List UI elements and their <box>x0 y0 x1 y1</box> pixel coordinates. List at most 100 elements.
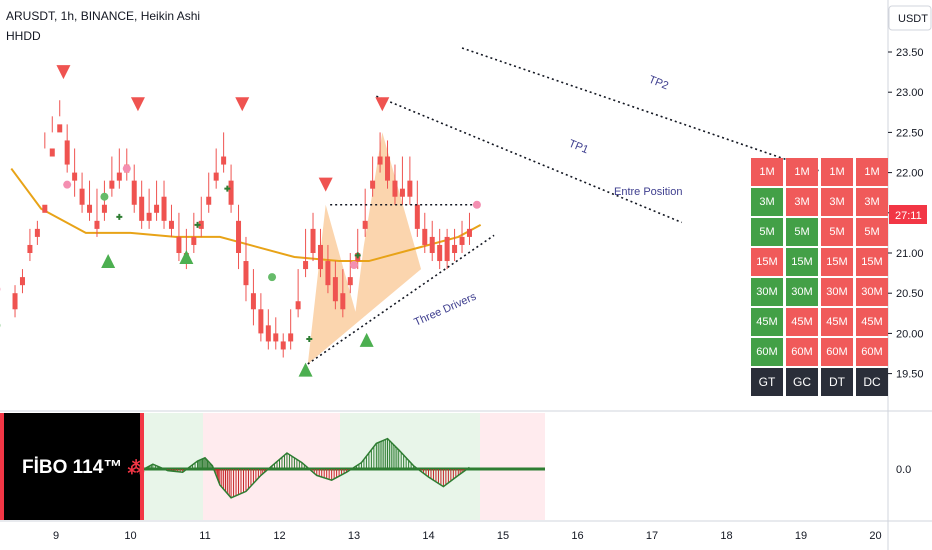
candle-body[interactable] <box>392 180 398 197</box>
time-tick-label: 13 <box>348 530 360 542</box>
candle-body[interactable] <box>19 277 25 286</box>
candle-body[interactable] <box>139 196 145 221</box>
plus-marker <box>116 213 123 220</box>
candle-body[interactable] <box>168 220 174 229</box>
pink-dot <box>122 164 131 173</box>
moving-average-line <box>10 167 482 263</box>
trend-line[interactable] <box>461 47 820 172</box>
candle-body[interactable] <box>429 236 435 253</box>
candle-body[interactable] <box>288 333 294 342</box>
oscillator-pane[interactable] <box>0 413 545 520</box>
candle-body[interactable] <box>399 188 405 197</box>
candle-body[interactable] <box>250 293 256 310</box>
time-tick-label: 11 <box>199 530 210 542</box>
sell-arrow <box>130 97 145 112</box>
candle-body[interactable] <box>265 325 271 342</box>
candle-body[interactable] <box>154 204 160 213</box>
candle-body[interactable] <box>236 220 242 253</box>
pink-dot <box>472 200 481 209</box>
candle-body[interactable] <box>407 180 413 197</box>
trend-line[interactable] <box>376 95 683 224</box>
candle-body[interactable] <box>362 220 368 229</box>
candle-body[interactable] <box>280 341 286 350</box>
timeframe-cell: 30M <box>786 278 818 306</box>
candle-body[interactable] <box>191 236 197 245</box>
candle-body[interactable] <box>109 180 115 189</box>
candle-body[interactable] <box>459 236 465 245</box>
candle-body[interactable] <box>101 204 107 213</box>
candle-body[interactable] <box>34 228 40 237</box>
candle-body[interactable] <box>437 244 443 262</box>
candle-body[interactable] <box>377 156 383 165</box>
candle-body[interactable] <box>213 172 219 181</box>
candle-body[interactable] <box>414 204 420 229</box>
timeframe-row: 30M 30M 30M 30M <box>751 278 888 306</box>
timeframe-cell: 30M <box>856 278 888 306</box>
candle-body[interactable] <box>332 277 338 302</box>
timeframe-row: 1M 1M 1M 1M <box>751 158 888 186</box>
candle-body[interactable] <box>176 236 182 253</box>
timeframe-cell: 30M <box>821 278 853 306</box>
candle-body[interactable] <box>243 261 249 286</box>
candle-body[interactable] <box>295 301 301 310</box>
candle-body[interactable] <box>466 228 472 237</box>
candle-body[interactable] <box>198 220 204 229</box>
candle-body[interactable] <box>221 156 227 165</box>
oscillator-band <box>144 413 203 520</box>
candle-body[interactable] <box>347 277 353 286</box>
timeframe-cell: 1M <box>856 158 888 186</box>
currency-box[interactable] <box>888 5 932 31</box>
price-tick-label: 20.00 <box>896 328 924 340</box>
candle-body[interactable] <box>161 196 167 221</box>
timeframe-cell: 15M <box>786 248 818 276</box>
time-tick-label: 9 <box>53 530 59 542</box>
candle-body[interactable] <box>146 212 152 221</box>
candle-body[interactable] <box>317 244 323 270</box>
timeframe-cell: 5M <box>786 218 818 246</box>
candle-body[interactable] <box>340 293 346 310</box>
candle-body[interactable] <box>370 180 376 189</box>
candle-body[interactable] <box>87 204 93 213</box>
candle-body[interactable] <box>79 188 85 205</box>
timeframe-cell: 45M <box>751 308 783 336</box>
timeframe-cell: 3M <box>856 188 888 216</box>
candle-body[interactable] <box>206 196 212 205</box>
candle-body[interactable] <box>27 244 33 253</box>
timeframe-cell: 45M <box>856 308 888 336</box>
candle-body[interactable] <box>303 261 309 270</box>
candle-body[interactable] <box>49 148 55 157</box>
candle-body[interactable] <box>228 180 234 205</box>
candle-body[interactable] <box>452 244 458 253</box>
candle-body[interactable] <box>131 180 137 205</box>
candle-body[interactable] <box>444 236 450 262</box>
time-tick-label: 15 <box>497 530 509 542</box>
timeframe-row: 60M 60M 60M 60M <box>751 338 888 366</box>
plus-marker <box>194 221 201 228</box>
sell-arrow <box>235 97 250 112</box>
candle-body[interactable] <box>310 228 316 253</box>
time-tick-label: 17 <box>646 530 658 542</box>
timeframe-cell: 15M <box>856 248 888 276</box>
green-dot <box>100 192 109 201</box>
timeframe-cell: 15M <box>821 248 853 276</box>
candle-body[interactable] <box>72 172 78 181</box>
candle-body[interactable] <box>258 309 264 334</box>
candle-body[interactable] <box>273 333 279 342</box>
oscillator-band <box>480 413 545 520</box>
currency-label: USDT <box>898 13 928 25</box>
candle-body[interactable] <box>12 293 18 310</box>
price-tick-label: 21.00 <box>896 248 924 260</box>
candle-body[interactable] <box>422 228 428 245</box>
timeframe-header-row: GT GC DT DC <box>751 368 888 396</box>
candle-body[interactable] <box>42 204 48 213</box>
oscillator-band <box>400 413 480 520</box>
candle-body[interactable] <box>385 156 391 181</box>
candle-body[interactable] <box>64 140 70 165</box>
candle-body[interactable] <box>57 124 63 133</box>
candle-body[interactable] <box>94 220 100 229</box>
candle-body[interactable] <box>116 172 122 181</box>
candle-body[interactable] <box>325 261 331 286</box>
